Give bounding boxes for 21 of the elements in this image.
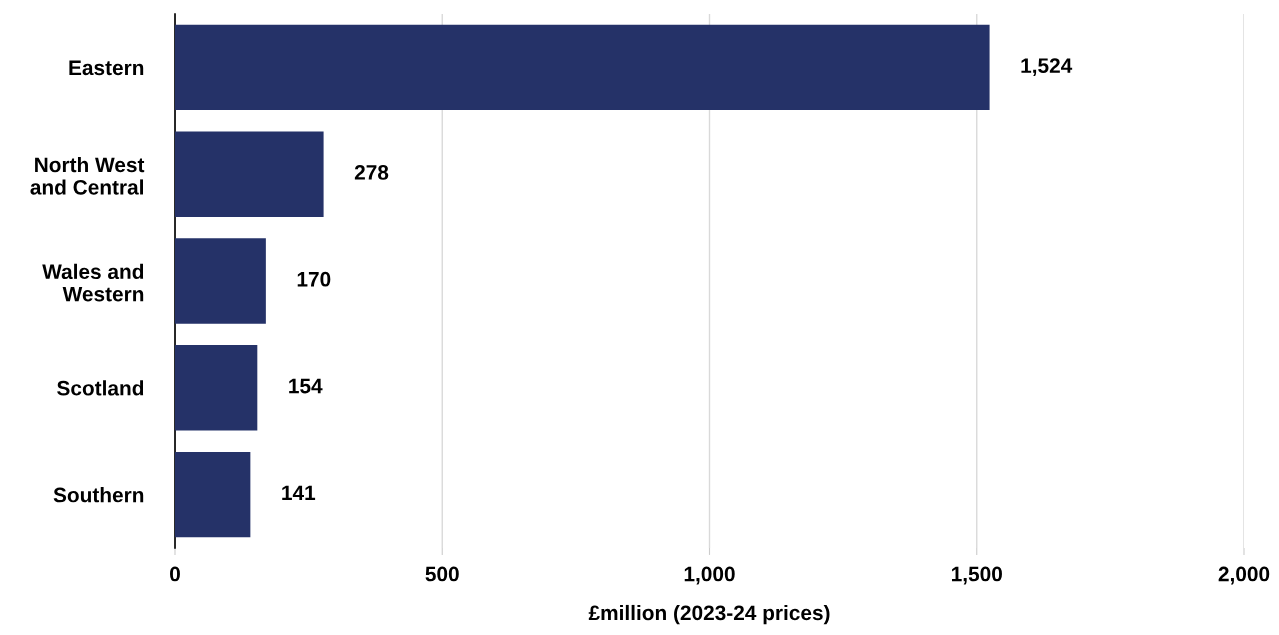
- data-label: 170: [297, 271, 331, 287]
- data-label: 141: [282, 485, 316, 500]
- y-tick-label: North West and Central: [30, 156, 145, 195]
- x-tick-label: 500: [425, 566, 459, 582]
- x-tick-label: 0: [170, 566, 180, 582]
- bar: [175, 345, 258, 431]
- y-tick-label: Scotland: [57, 380, 144, 396]
- bar: [175, 24, 990, 111]
- x-axis-title: £million (2023-24 prices): [588, 604, 830, 625]
- data-label: 154: [289, 378, 323, 394]
- x-tick-label: 1,000: [684, 566, 735, 585]
- x-tick-label: 1,500: [952, 566, 1002, 585]
- y-tick-label: Eastern: [69, 60, 144, 76]
- y-tick-label: Southern: [53, 487, 144, 503]
- y-tick-label: Wales and Western: [42, 263, 144, 302]
- data-label: 1,524: [1021, 58, 1073, 77]
- data-label: 278: [354, 165, 389, 180]
- bar: [175, 238, 266, 324]
- bar: [175, 131, 324, 217]
- bar: [175, 451, 251, 538]
- x-tick-label: 2,000: [1218, 566, 1270, 585]
